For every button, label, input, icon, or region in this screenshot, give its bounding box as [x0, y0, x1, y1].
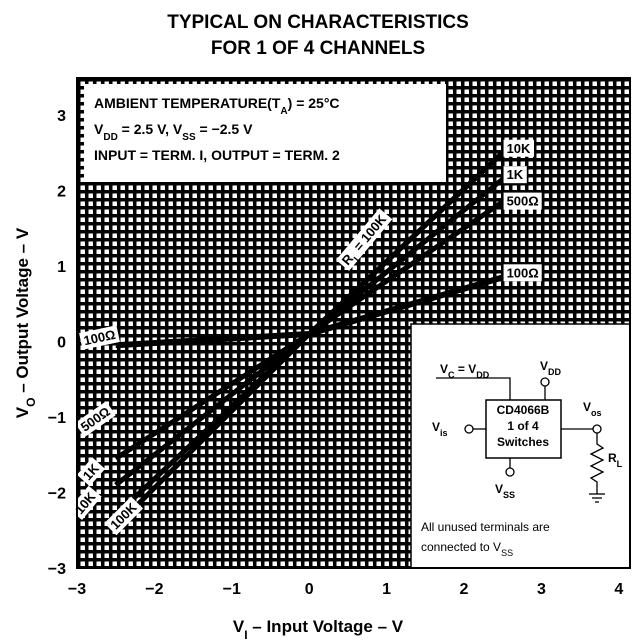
x-tick-label: 2 [460, 581, 469, 598]
y-tick-label: −3 [48, 561, 66, 578]
y-tick-label: 3 [57, 108, 66, 125]
curve-label: 100Ω [79, 325, 120, 350]
y-tick-label: 1 [57, 259, 66, 276]
x-axis-label: VI – Input Voltage – V [233, 617, 404, 642]
curve-label: 500Ω [74, 401, 116, 438]
vc-label: VC = VDD [440, 362, 490, 380]
y-axis-ticks: −3 −2 −1 0 1 2 3 [48, 108, 66, 578]
svg-text:500Ω: 500Ω [507, 194, 539, 209]
curve-label: 10K [503, 139, 535, 157]
chip-count: 1 of 4 [507, 419, 539, 433]
rl-label: RL [608, 451, 623, 469]
vis-label: Vis [432, 420, 448, 438]
vdd-label: VDD [540, 359, 562, 377]
plot-frame [76, 77, 631, 569]
chip-desc: Switches [497, 435, 549, 449]
chart-title: TYPICAL ON CHARACTERISTICS FOR 1 OF 4 CH… [0, 10, 636, 62]
x-tick-label: 4 [614, 581, 623, 598]
svg-text:100Ω: 100Ω [507, 265, 539, 280]
x-axis-ticks: −3 −2 −1 0 1 2 3 4 [68, 581, 623, 598]
svg-text:100Ω: 100Ω [82, 327, 117, 348]
x-tick-label: 3 [537, 581, 546, 598]
chip-name: CD4066B [497, 403, 550, 417]
chart-title-line1: TYPICAL ON CHARACTERISTICS [167, 12, 469, 33]
y-tick-label: 2 [57, 184, 66, 201]
curve-label: 500Ω [503, 192, 542, 210]
load-resistor [589, 433, 605, 494]
x-tick-label: −1 [223, 581, 241, 598]
x-tick-label: −2 [145, 581, 163, 598]
curve-label: 1K [503, 166, 527, 184]
inset-note-line2: connected to VSS [421, 540, 513, 558]
chart-title-line2: FOR 1 OF 4 CHANNELS [210, 38, 426, 59]
inset-note-line1: All unused terminals are [421, 520, 550, 534]
y-tick-label: −1 [48, 410, 66, 427]
condition-line2: VDD = 2.5 V, VSS = −2.5 V [94, 121, 253, 143]
y-axis-label: VO – Output Voltage – V [13, 227, 38, 418]
condition-line3: INPUT = TERM. I, OUTPUT = TERM. 2 [94, 147, 340, 163]
x-tick-label: −3 [68, 581, 86, 598]
y-tick-label: −2 [48, 486, 66, 503]
condition-line1: AMBIENT TEMPERATURE(TA) = 25°C [94, 95, 340, 117]
y-tick-label: 0 [57, 335, 66, 352]
vos-label: Vos [583, 400, 602, 418]
inset-circuit: CD4066B 1 of 4 Switches VC = VDD VDD Vis… [410, 323, 631, 569]
curves [113, 150, 505, 529]
vss-label: VSS [495, 482, 515, 500]
svg-text:1K: 1K [507, 167, 524, 182]
series-line [115, 274, 504, 349]
curve-label: 100Ω [503, 264, 542, 282]
x-tick-label: 1 [382, 581, 391, 598]
svg-text:10K: 10K [507, 141, 531, 156]
curve-label: 1K [76, 457, 106, 487]
x-tick-label: 0 [305, 581, 314, 598]
conditions-box: AMBIENT TEMPERATURE(TA) = 25°C VDD = 2.5… [84, 84, 446, 182]
